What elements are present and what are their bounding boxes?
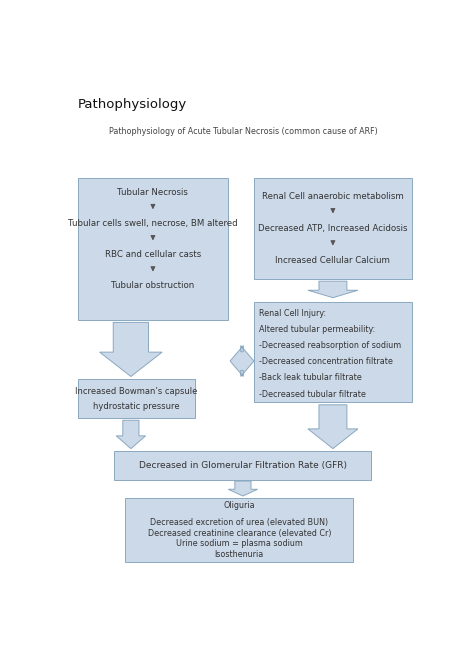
Text: Pathophysiology of Acute Tubular Necrosis (common cause of ARF): Pathophysiology of Acute Tubular Necrosi…: [109, 126, 377, 136]
FancyBboxPatch shape: [254, 178, 412, 278]
Polygon shape: [308, 405, 358, 449]
Text: hydrostatic pressure: hydrostatic pressure: [93, 401, 180, 411]
Text: -Decreased tubular filtrate: -Decreased tubular filtrate: [259, 389, 366, 399]
Text: Tubular cells swell, necrose, BM altered: Tubular cells swell, necrose, BM altered: [68, 219, 238, 228]
Text: Renal Cell anaerobic metabolism: Renal Cell anaerobic metabolism: [262, 192, 404, 201]
FancyBboxPatch shape: [125, 498, 353, 562]
Text: Increased Bowman’s capsule: Increased Bowman’s capsule: [75, 387, 198, 396]
Polygon shape: [230, 346, 254, 377]
Text: -Decreased concentration filtrate: -Decreased concentration filtrate: [259, 357, 393, 366]
Text: Isosthenuria: Isosthenuria: [215, 550, 264, 559]
Text: Tubular obstruction: Tubular obstruction: [111, 282, 194, 290]
Polygon shape: [228, 481, 258, 496]
Text: Decreased in Glomerular Filtration Rate (GFR): Decreased in Glomerular Filtration Rate …: [139, 461, 347, 470]
Text: Decreased creatinine clearance (elevated Cr): Decreased creatinine clearance (elevated…: [147, 529, 331, 538]
FancyBboxPatch shape: [254, 302, 412, 402]
Text: Decreased ATP, Increased Acidosis: Decreased ATP, Increased Acidosis: [258, 224, 408, 233]
Text: Renal Cell Injury:: Renal Cell Injury:: [259, 308, 327, 318]
FancyBboxPatch shape: [78, 178, 228, 320]
Text: Tubular Necrosis: Tubular Necrosis: [118, 188, 188, 197]
Text: Increased Cellular Calcium: Increased Cellular Calcium: [275, 256, 391, 265]
Text: -Decreased reabsorption of sodium: -Decreased reabsorption of sodium: [259, 341, 401, 350]
Text: Urine sodium = plasma sodium: Urine sodium = plasma sodium: [176, 539, 303, 549]
Text: -Back leak tubular filtrate: -Back leak tubular filtrate: [259, 373, 362, 383]
Text: RBC and cellular casts: RBC and cellular casts: [105, 250, 201, 259]
FancyBboxPatch shape: [78, 379, 195, 417]
Polygon shape: [100, 322, 162, 377]
Text: Pathophysiology: Pathophysiology: [78, 98, 187, 111]
Text: Altered tubular permeability:: Altered tubular permeability:: [259, 325, 376, 334]
Polygon shape: [308, 281, 358, 298]
Text: Oliguria: Oliguria: [223, 501, 255, 510]
Text: Decreased excretion of urea (elevated BUN): Decreased excretion of urea (elevated BU…: [150, 518, 328, 527]
Polygon shape: [116, 420, 146, 449]
FancyBboxPatch shape: [114, 451, 372, 480]
